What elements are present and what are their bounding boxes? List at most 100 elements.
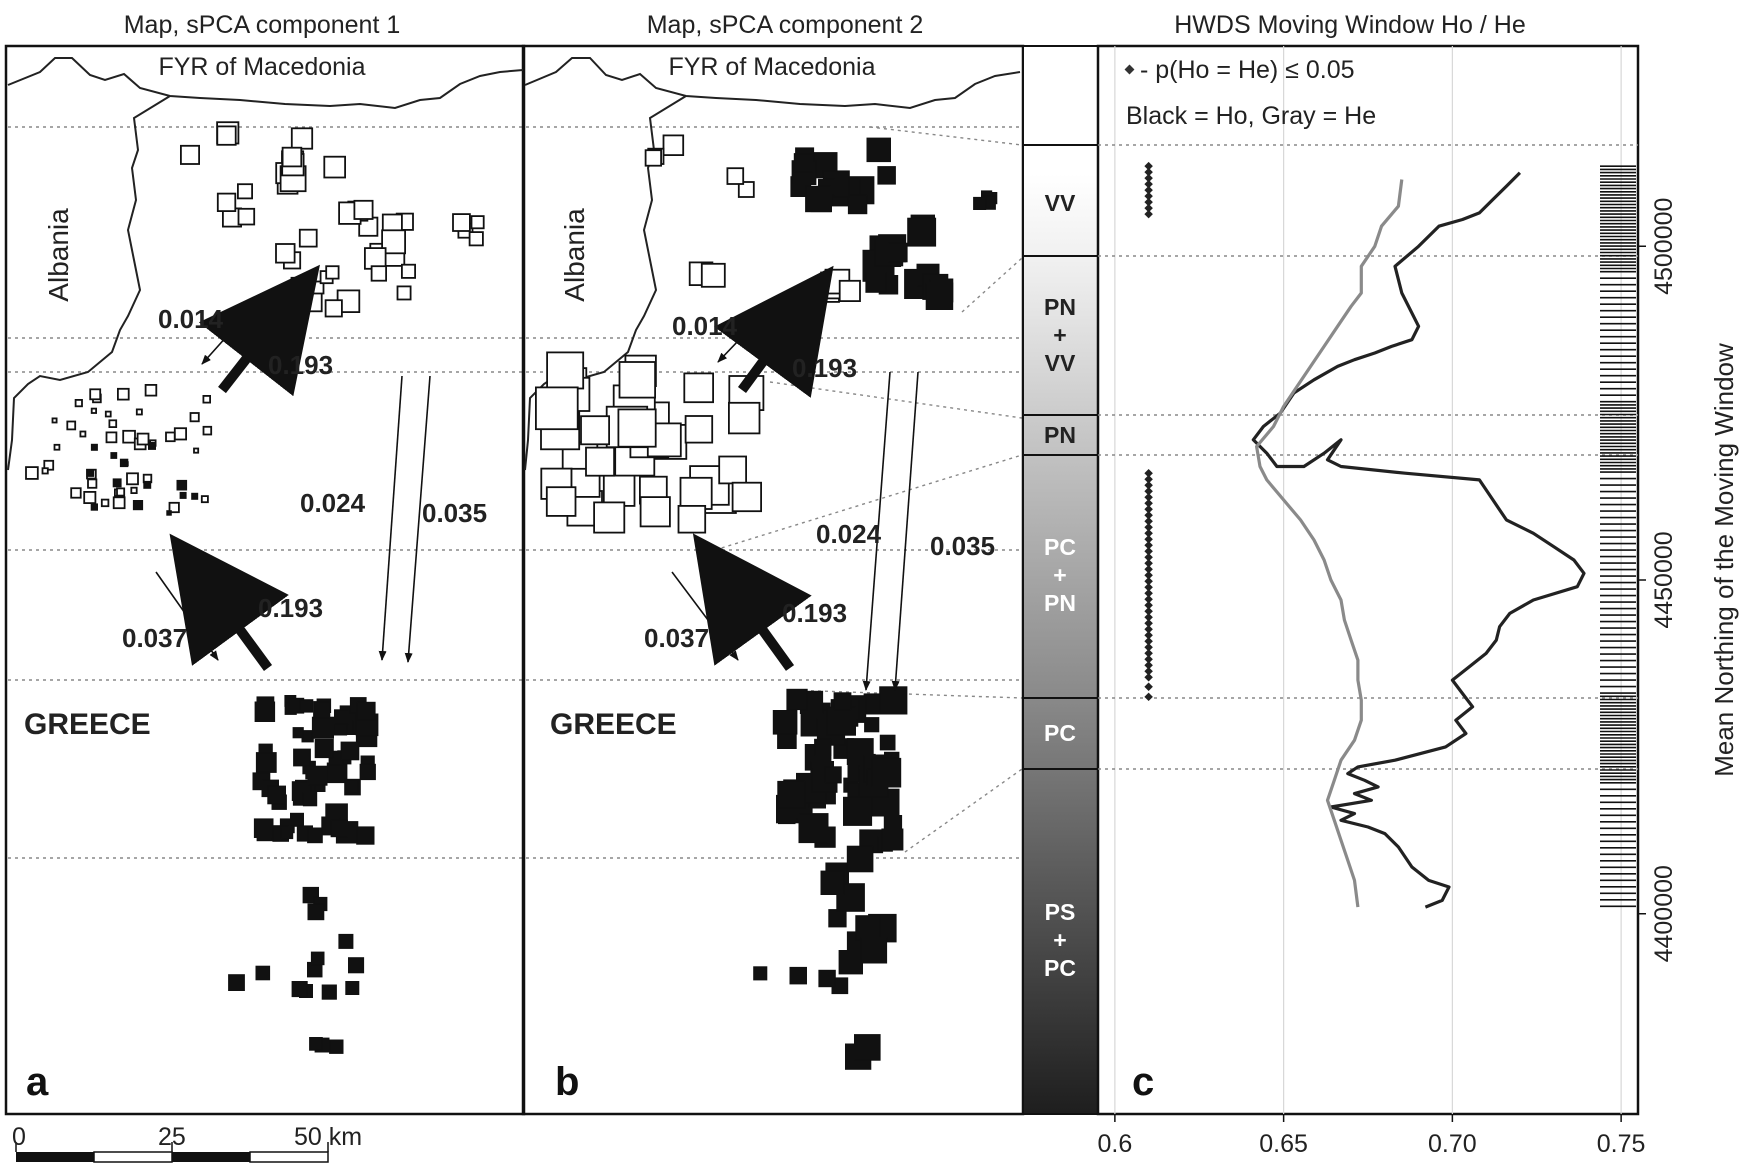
site-b-square [888, 242, 908, 263]
site-b-square [860, 937, 888, 964]
significance-marker [1144, 209, 1153, 219]
site-a-square [179, 144, 200, 165]
site-b-square [855, 915, 881, 941]
x-tick-label: 0.75 [1597, 1130, 1646, 1158]
site-b-square [639, 496, 671, 528]
site-a-square [193, 447, 200, 454]
site-a-square [216, 125, 237, 146]
site-b-square [684, 415, 714, 444]
site-a-square [334, 709, 349, 725]
flow-label-a-014: 0.014 [158, 304, 224, 334]
site-a-square [356, 826, 375, 845]
legend-marker [1124, 64, 1135, 75]
flow-label-a-193-top: 0.193 [268, 350, 333, 380]
site-b-square [836, 883, 865, 912]
site-b-square [879, 734, 896, 751]
significance-marker [1144, 630, 1153, 640]
significance-marker [1144, 504, 1153, 514]
site-a-square [313, 701, 331, 719]
title-b: Map, sPCA component 2 [647, 11, 924, 39]
site-a-square [122, 429, 136, 444]
site-a-square [255, 752, 277, 773]
site-a-square [290, 812, 304, 827]
significance-marker [1144, 492, 1153, 502]
site-b-square [546, 351, 585, 390]
site-b-square [777, 780, 806, 809]
site-a-square [123, 461, 129, 467]
panel-letter-c: c [1132, 1060, 1154, 1104]
site-a-square [51, 417, 58, 424]
site-a-square [452, 213, 471, 232]
site-a-square [144, 383, 158, 397]
site-b-square [871, 757, 902, 788]
site-b-square [679, 476, 713, 510]
site-b-square [793, 153, 813, 173]
significance-marker [1144, 624, 1153, 634]
site-a-square [176, 479, 188, 491]
site-b-square [826, 706, 857, 736]
scale-bar [15, 1142, 329, 1163]
significance-marker [1144, 498, 1153, 508]
site-a-square [179, 491, 187, 499]
significance-marker [1144, 486, 1153, 496]
site-b-square [753, 966, 768, 981]
site-a-square [41, 467, 49, 475]
significance-marker [1144, 564, 1153, 574]
label-greece-a: GREECE [24, 708, 151, 741]
label-albania-b: Albania [559, 208, 590, 302]
y-tick-label: 4500000 [1650, 198, 1678, 295]
site-a-square [340, 741, 360, 761]
legend-line-2: Black = Ho, Gray = He [1126, 102, 1376, 130]
significance-marker [1144, 468, 1153, 478]
site-a-square [216, 192, 237, 213]
site-a-square [307, 827, 323, 844]
site-a-square [309, 1037, 323, 1051]
site-a-square [165, 431, 176, 443]
site-b-square [833, 692, 852, 711]
site-a-square [344, 779, 359, 794]
series-line-ho [1251, 171, 1586, 909]
significance-marker [1144, 648, 1153, 658]
site-a-square [189, 412, 200, 423]
site-b-square [731, 481, 762, 513]
border-lines-a [7, 57, 524, 471]
site-b-square [866, 137, 891, 163]
site-b-square [677, 504, 707, 534]
zone-label-pspc: PS + PC [1044, 899, 1076, 981]
site-a-square [281, 146, 303, 168]
site-a-square [314, 739, 334, 759]
site-a-square [90, 443, 98, 451]
x-tick-label: 0.70 [1428, 1130, 1477, 1158]
zone-label-pnvv: PN + VV [1044, 294, 1076, 376]
significance-marker [1144, 528, 1153, 538]
site-a-square [298, 228, 318, 248]
flow-label-b-024: 0.024 [816, 519, 882, 549]
site-a-square [90, 407, 97, 414]
sample-squares-a [25, 121, 485, 1054]
zone-labels: VV PN + VV PN PC + PN PC PS + PC [1044, 190, 1076, 981]
site-a-square [66, 420, 77, 431]
significance-marker [1144, 692, 1153, 702]
site-a-square [117, 387, 130, 401]
site-b-square [593, 501, 626, 534]
site-a-square [83, 490, 97, 504]
significance-marker [1144, 660, 1153, 670]
site-a-square [112, 478, 122, 488]
site-a-square [381, 229, 407, 255]
label-macedonia-b: FYR of Macedonia [668, 53, 875, 81]
flow-label-a-024: 0.024 [300, 488, 366, 518]
flow-label-b-035: 0.035 [930, 531, 995, 561]
site-a-square [191, 492, 199, 500]
title-c: HWDS Moving Window Ho / He [1174, 11, 1525, 39]
site-b-square [805, 185, 832, 213]
site-b-square [617, 408, 657, 448]
panel-a-frame [4, 44, 526, 1116]
site-a-square [468, 231, 484, 247]
site-a-square [253, 818, 274, 839]
border-lines-b [524, 57, 1021, 471]
site-a-square [323, 155, 346, 179]
site-b-square [786, 688, 808, 711]
site-b-square [877, 166, 896, 185]
site-a-square [254, 701, 276, 722]
